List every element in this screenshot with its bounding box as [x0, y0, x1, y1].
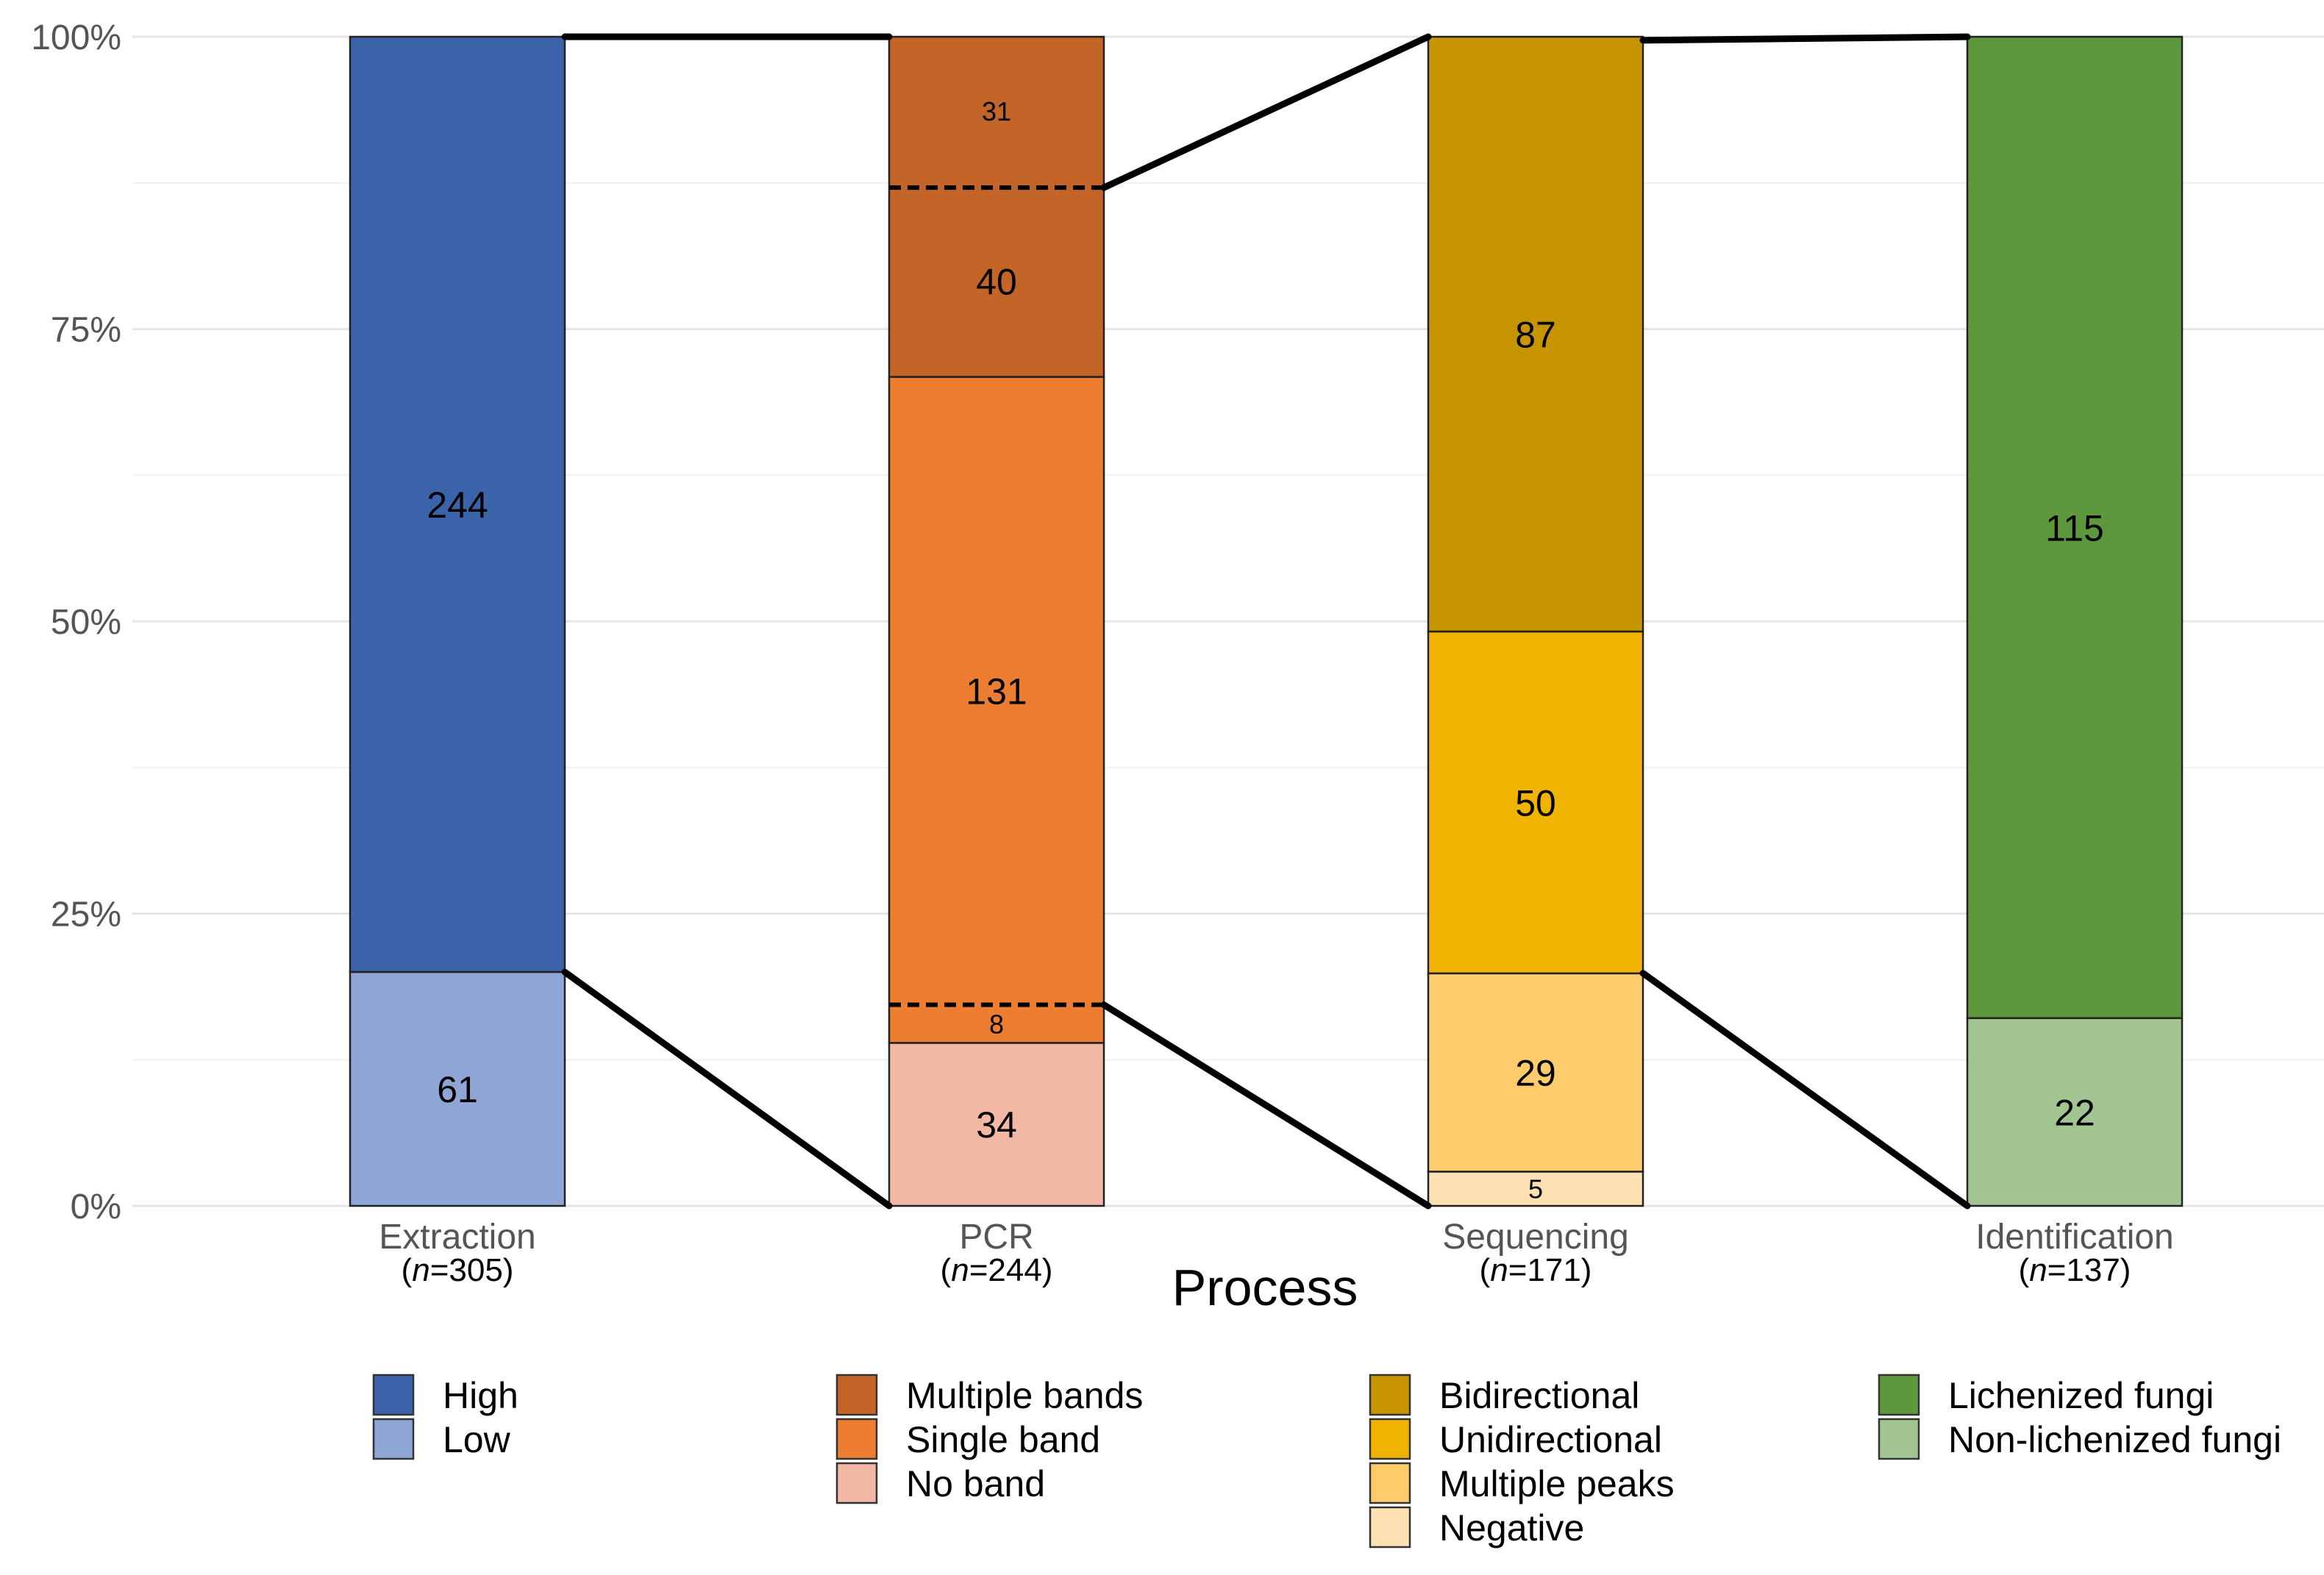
legend-label: Multiple bands: [906, 1375, 1143, 1416]
flow-connector-line: [561, 968, 893, 1210]
y-tick-label: 50%: [51, 603, 121, 642]
segment-value-label: 131: [966, 671, 1027, 712]
legend-label: Low: [443, 1419, 511, 1460]
segment-value-label: 31: [982, 96, 1011, 126]
legend-swatch: [835, 1418, 878, 1460]
segment-value-label: 244: [427, 485, 488, 526]
legend-label: Lichenized fungi: [1948, 1375, 2214, 1416]
legend-label: No band: [906, 1463, 1045, 1504]
legend-swatch: [1369, 1462, 1411, 1504]
x-tick-label: Identification: [1975, 1218, 2174, 1257]
segment-value-label: 87: [1515, 314, 1556, 355]
bar-segment: [349, 35, 566, 974]
segment-value-label: 22: [2054, 1092, 2095, 1133]
legend-label: Bidirectional: [1439, 1375, 1639, 1416]
flow-connector-line: [1639, 33, 1971, 44]
legend-label: Single band: [906, 1419, 1100, 1460]
legend-swatch: [835, 1374, 878, 1416]
segment-value-label: 40: [976, 261, 1017, 302]
bar-segment: [1427, 630, 1644, 975]
segment-value-label: 34: [976, 1104, 1017, 1146]
x-tick-label: PCR: [959, 1218, 1033, 1257]
bar-segment: [888, 35, 1105, 378]
segment-value-label: 5: [1528, 1174, 1543, 1204]
legend-swatch: [372, 1418, 415, 1460]
legend-swatch: [1369, 1374, 1411, 1416]
legend-swatch: [372, 1374, 415, 1416]
x-tick-label: Sequencing: [1442, 1218, 1629, 1257]
segment-value-label: 50: [1515, 782, 1556, 824]
x-axis-title: Process: [1172, 1259, 1358, 1316]
bar-segment: [1427, 972, 1644, 1173]
bar-segment: [888, 1042, 1105, 1207]
sample-size-label: (n=244): [941, 1252, 1053, 1288]
y-tick-label: 25%: [51, 896, 121, 935]
segment-value-label: 115: [2045, 507, 2104, 549]
segment-value-label: 61: [437, 1069, 478, 1110]
y-tick-label: 75%: [51, 311, 121, 350]
legend-label: Unidirectional: [1439, 1419, 1662, 1460]
segment-value-label: 29: [1515, 1053, 1556, 1094]
segment-value-label: 8: [989, 1009, 1004, 1039]
y-tick-label: 0%: [71, 1188, 121, 1226]
flow-connector-line: [1100, 1001, 1432, 1210]
legend-swatch: [1878, 1374, 1920, 1416]
y-tick-label: 100%: [31, 18, 121, 57]
legend-swatch: [1878, 1418, 1920, 1460]
legend-label: Non-lichenized fungi: [1948, 1419, 2281, 1460]
flow-connector-line: [1639, 970, 1971, 1210]
sample-size-label: (n=171): [1480, 1252, 1592, 1288]
bar-segment: [349, 971, 566, 1207]
x-tick-label: Extraction: [379, 1218, 535, 1257]
legend-swatch: [835, 1462, 878, 1504]
legend-swatch: [1369, 1506, 1411, 1549]
bar-segment: [1966, 35, 2184, 1019]
legend-swatch: [1369, 1418, 1411, 1460]
legend-label: High: [443, 1375, 518, 1416]
legend-label: Multiple peaks: [1439, 1463, 1675, 1504]
legend-label: Negative: [1439, 1507, 1584, 1549]
sample-size-label: (n=305): [402, 1252, 514, 1288]
bar-segment: [1427, 1171, 1644, 1207]
bar-segment: [1966, 1017, 2184, 1207]
flow-connector-line: [1100, 33, 1432, 191]
sample-size-label: (n=137): [2019, 1252, 2131, 1288]
